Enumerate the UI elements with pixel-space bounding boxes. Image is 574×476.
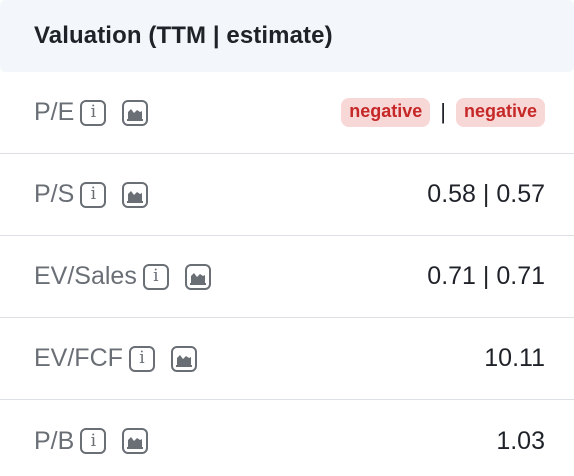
metric-row-pb: P/B i 1.03 (0, 400, 574, 476)
chart-icon[interactable] (122, 181, 149, 208)
metric-row-ev-sales: EV/Sales i 0.71 | 0.71 (0, 236, 574, 318)
valuation-title: Valuation (TTM | estimate) (34, 22, 333, 49)
negative-badge-ttm: negative (341, 98, 431, 127)
metric-ev-fcf: EV/FCF i (34, 344, 197, 373)
metric-row-ev-fcf: EV/FCF i 10.11 (0, 318, 574, 400)
info-icon[interactable]: i (128, 345, 155, 372)
negative-badge-estimate: negative (455, 98, 545, 127)
metric-row-ps: P/S i 0.58 | 0.57 (0, 154, 574, 236)
info-icon[interactable]: i (80, 99, 107, 126)
metric-value-pe: negative | negative (341, 98, 545, 127)
metric-value-ps: 0.58 | 0.57 (427, 180, 545, 208)
chart-icon[interactable] (122, 428, 149, 454)
metric-label-ps: P/S (34, 180, 75, 208)
metric-pe: P/E i (34, 98, 149, 127)
valuation-header: Valuation (TTM | estimate) (0, 0, 574, 72)
metric-pb: P/B i (34, 426, 149, 456)
metric-ps: P/S i (34, 180, 149, 209)
metric-ev-sales: EV/Sales i (34, 262, 211, 291)
metric-label-pb: P/B (34, 426, 75, 455)
metric-row-pe: P/E i negative | negative (0, 72, 574, 154)
info-icon[interactable]: i (142, 263, 169, 290)
metric-value-ev-sales: 0.71 | 0.71 (427, 262, 545, 290)
chart-icon[interactable] (170, 345, 197, 372)
metric-label-ev-fcf: EV/FCF (34, 344, 123, 372)
chart-icon[interactable] (122, 99, 149, 126)
metric-value-pb: 1.03 (496, 426, 545, 455)
info-icon[interactable]: i (80, 428, 107, 454)
info-icon[interactable]: i (80, 181, 107, 208)
value-separator: | (440, 99, 446, 125)
chart-icon[interactable] (184, 263, 211, 290)
metric-label-pe: P/E (34, 98, 75, 126)
metric-label-ev-sales: EV/Sales (34, 262, 137, 290)
metric-value-ev-fcf: 10.11 (484, 344, 545, 372)
